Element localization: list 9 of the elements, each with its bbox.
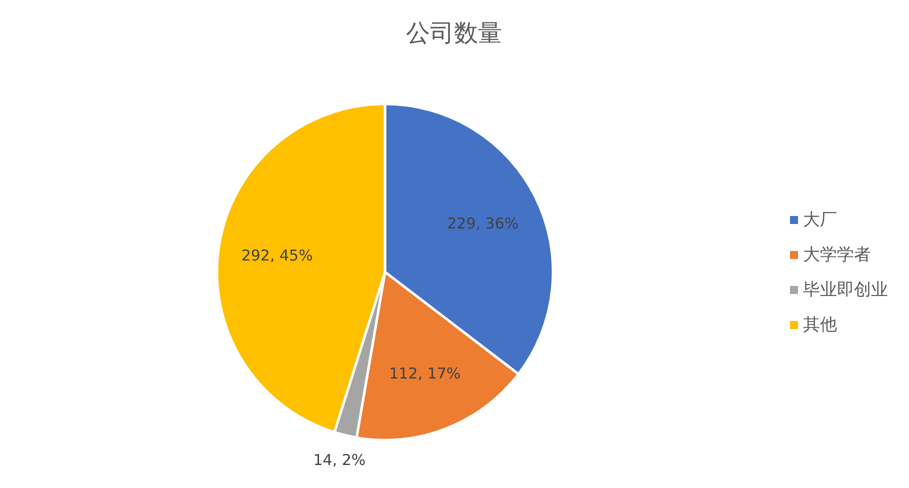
- legend-label: 大厂: [803, 210, 837, 230]
- chart-title: 公司数量: [406, 19, 502, 47]
- legend-label: 毕业即创业: [803, 280, 888, 300]
- data-label: 229, 36%: [447, 214, 519, 233]
- data-label: 292, 45%: [241, 246, 313, 264]
- data-label: 14, 2%: [313, 450, 366, 469]
- legend-label: 大学学者: [803, 245, 871, 265]
- data-label: 112, 17%: [389, 364, 461, 383]
- legend-label: 其他: [803, 315, 837, 335]
